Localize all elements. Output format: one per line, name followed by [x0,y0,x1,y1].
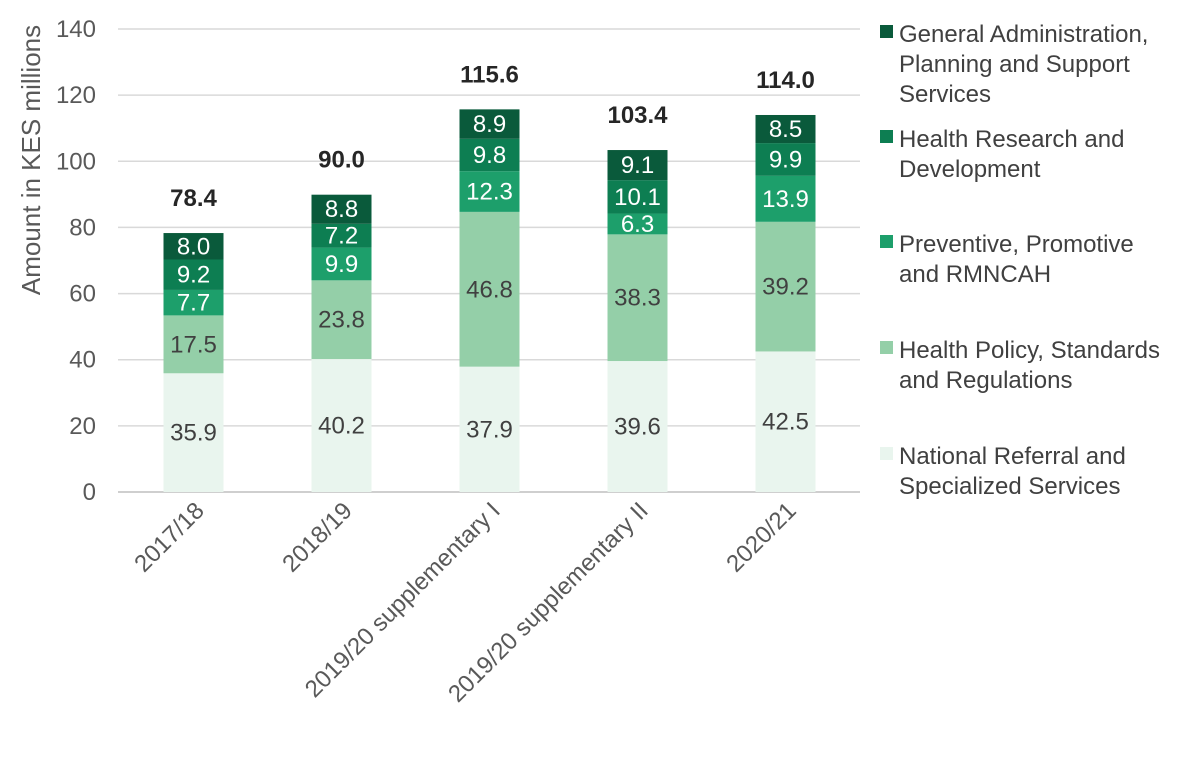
bar-segment [607,150,668,181]
bar-segment [755,143,816,176]
data-label: 9.1 [621,152,654,179]
bar-segment [459,109,520,139]
x-tick-label: 2020/21 [721,497,801,577]
legend-label: Development [899,156,1041,183]
bar-segment [163,373,224,492]
bar-segment [459,171,520,212]
bar-segment [459,366,520,492]
bars: 35.917.57.79.28.078.440.223.89.97.28.890… [163,61,816,492]
data-label: 13.9 [762,186,809,213]
bar-segment [311,359,372,492]
bar-segment [607,234,668,362]
total-label: 78.4 [170,185,217,212]
y-tick-label: 20 [69,413,96,440]
total-label: 90.0 [318,147,365,174]
legend-swatch [880,447,893,460]
legend-label: Health Policy, Standards [899,337,1160,364]
data-label: 40.2 [318,413,365,440]
bar-segment [755,175,816,222]
total-label: 114.0 [756,67,815,94]
x-tick-label: 2018/19 [277,497,357,577]
data-label: 9.9 [325,251,358,278]
y-tick-label: 40 [69,347,96,374]
legend-label: and Regulations [899,367,1072,394]
data-label: 38.3 [614,285,661,312]
total-label: 115.6 [460,61,519,88]
legend-label: Health Research and [899,126,1124,153]
y-tick-label: 100 [56,148,96,175]
legend-label: Preventive, Promotive [899,231,1134,258]
data-label: 42.5 [762,409,809,436]
legend-swatch [880,25,893,38]
bar-segment [163,315,224,374]
bar-segment [311,247,372,281]
data-label: 8.0 [177,233,210,260]
y-tick-label: 120 [56,82,96,109]
data-label: 7.7 [177,290,210,317]
legend-label: General Administration, [899,21,1148,48]
bar-segment [459,138,520,172]
data-label: 37.9 [466,416,513,443]
data-label: 39.2 [762,274,809,301]
y-axis: 0 20 40 60 80 100 120 140 [56,16,96,506]
bar-segment [311,280,372,360]
data-label: 8.8 [325,196,358,223]
legend: General Administration, Planning and Supp… [880,21,1160,500]
bar-segment [607,180,668,214]
bar-segment [311,194,372,224]
data-label: 8.5 [769,116,802,143]
data-label: 8.9 [473,111,506,138]
bar-segment [755,114,816,144]
bar-segment [755,221,816,352]
legend-swatch [880,341,893,354]
data-label: 23.8 [318,307,365,334]
bar-segment [755,351,816,492]
bar-segment [163,259,224,290]
data-label: 9.2 [177,262,210,289]
bar-segment [163,233,224,260]
bar-segment [607,361,668,492]
y-tick-label: 80 [69,214,96,241]
data-label: 9.9 [769,146,802,173]
data-label: 35.9 [170,420,217,447]
data-label: 10.1 [614,184,661,211]
bar-segment [163,289,224,316]
y-axis-label: Amount in KES millions [16,25,46,295]
legend-swatch [880,130,893,143]
data-label: 46.8 [466,276,513,303]
legend-label: National Referral and [899,443,1126,470]
bar-segment [459,211,520,367]
data-label: 9.8 [473,142,506,169]
data-label: 39.6 [614,414,661,441]
bar-segment [607,213,668,235]
data-label: 7.2 [325,223,358,250]
total-label: 103.4 [607,102,668,129]
y-tick-label: 60 [69,281,96,308]
data-label: 12.3 [466,179,513,206]
legend-label: Specialized Services [899,473,1120,500]
x-tick-label: 2017/18 [129,497,209,577]
bar-segment [311,223,372,248]
y-tick-label: 0 [83,479,96,506]
legend-label: and RMNCAH [899,261,1051,288]
y-tick-label: 140 [56,16,96,43]
legend-swatch [880,235,893,248]
legend-label: Planning and Support [899,51,1130,78]
data-label: 6.3 [621,211,654,238]
data-label: 17.5 [170,331,217,358]
legend-label: Services [899,81,991,108]
